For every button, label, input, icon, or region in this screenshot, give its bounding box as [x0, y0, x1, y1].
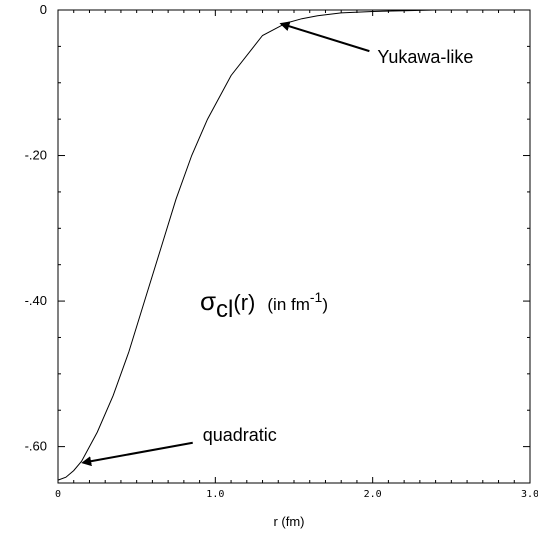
annotation-label: Yukawa-like	[377, 47, 473, 67]
annotations: Yukawa-like quadratic	[81, 21, 473, 467]
x-axis-ticks: 0 1.0 2.0 3.0	[55, 10, 538, 500]
y-tick-label: 0	[40, 2, 47, 17]
y-tick-label: -.60	[25, 439, 47, 454]
annotation-arrow	[81, 441, 193, 467]
formula-exponent: -1	[310, 289, 323, 305]
series-line	[57, 9, 530, 481]
y-tick-label: -.20	[25, 148, 47, 163]
x-tick-label: 1.0	[206, 489, 224, 500]
formula-subscript: cl	[216, 296, 233, 323]
formula-unit: (in fm	[267, 295, 310, 314]
formula-unit-close: )	[322, 295, 328, 314]
annotation-arrow	[279, 21, 370, 53]
formula-label: σcl(r) (in fm-1)	[200, 286, 328, 323]
x-tick-label: 0	[55, 489, 61, 500]
y-axis-ticks: 0 -.20 -.40 -.60	[25, 2, 530, 484]
formula-sigma: σ	[200, 286, 216, 316]
x-tick-label: 3.0	[521, 489, 538, 500]
y-tick-label: -.40	[25, 293, 47, 308]
x-tick-label: 2.0	[364, 489, 382, 500]
formula-argument: (r)	[233, 290, 255, 315]
annotation-label: quadratic	[203, 425, 277, 445]
x-axis-label: r (fm)	[273, 514, 304, 529]
plot-frame	[57, 9, 531, 484]
